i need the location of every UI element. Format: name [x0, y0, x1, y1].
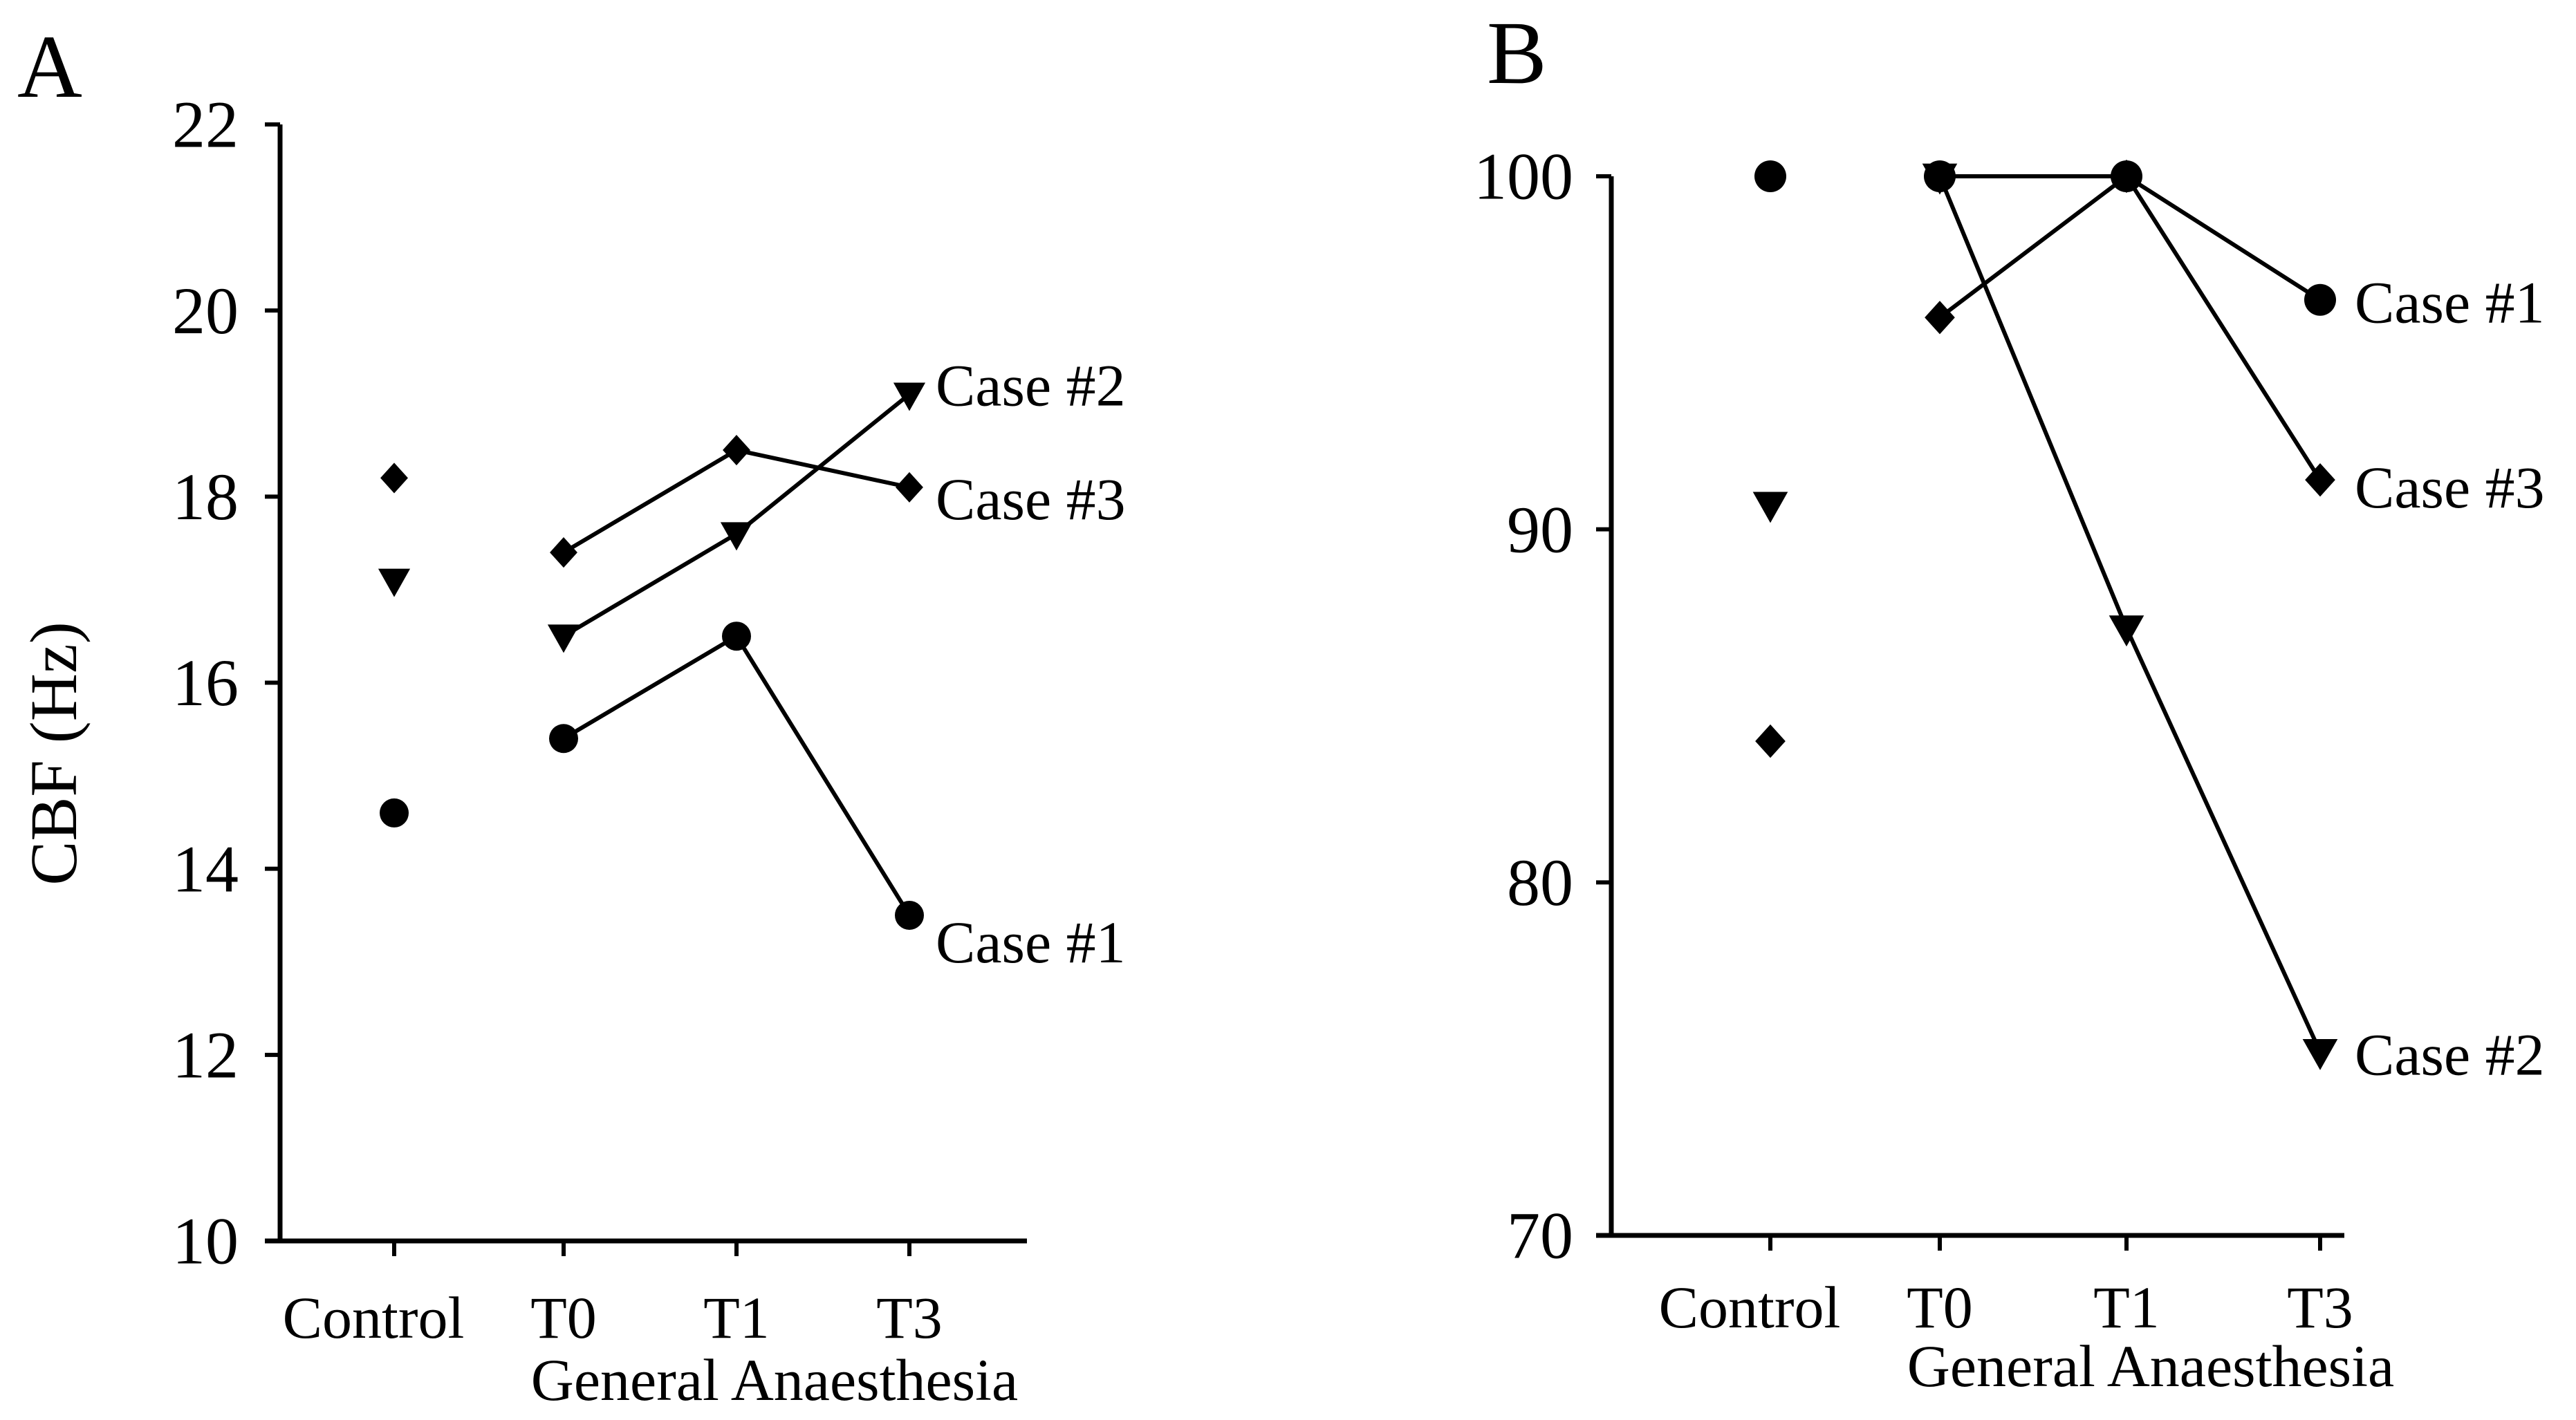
- panel-b-data-point: [2304, 283, 2336, 316]
- panel-a-data-point: [550, 537, 577, 568]
- panel-b-series-label: Case #3: [2355, 454, 2545, 521]
- panel-a-y-tick-label: 10: [172, 1204, 239, 1278]
- panel-b-control-point: [1752, 492, 1788, 523]
- panel-b-data-point: [2111, 159, 2142, 194]
- panel-a-y-axis-title: CBF (Hz): [17, 622, 91, 885]
- panel-a-data-point: [896, 471, 923, 503]
- panel-b-y-tick-label: 90: [1507, 492, 1573, 566]
- panel-a-control-point: [378, 568, 411, 597]
- panel-b-x-tick-label: T0: [1907, 1274, 1973, 1340]
- panel-b-x-axis-title: General Anaesthesia: [1907, 1333, 2394, 1399]
- panel-b-x-tick-label: T3: [2287, 1274, 2353, 1340]
- panel-a-x-tick-label: T3: [876, 1284, 943, 1351]
- panel-a-data-point: [547, 624, 580, 653]
- panel-a-data-point: [549, 724, 578, 754]
- panel-a-control-point: [380, 798, 409, 828]
- panel-b-y-tick-label: 70: [1507, 1199, 1573, 1273]
- panel-a-label: A: [17, 17, 82, 117]
- panel-a-series-line: [562, 633, 911, 917]
- panel-b-control-point: [1754, 160, 1786, 192]
- panel-a-x-tick-label: Control: [283, 1284, 465, 1351]
- panel-b-series-line: [1938, 173, 2322, 481]
- panel-b-data-point: [2109, 615, 2144, 647]
- panel-b-series-label: Case #1: [2355, 270, 2545, 336]
- panel-a-y-tick-label: 16: [172, 646, 239, 720]
- panel-b-data-point: [2305, 463, 2335, 497]
- panel-a-series-label: Case #1: [936, 909, 1126, 975]
- panel-a: A CBF (Hz) General Anaesthesia 10 12 14 16 1…: [17, 17, 1126, 1413]
- panel-b-data-point: [1925, 301, 1955, 335]
- panel-a-series-line: [562, 392, 911, 638]
- panel-a-x-tick-label: T0: [530, 1284, 597, 1351]
- panel-b-y-tick-label: 80: [1507, 846, 1573, 919]
- panel-b-series-line: [1938, 175, 2322, 1053]
- panel-b: B General Anaesthesia 70 80 90 100 Control T0…: [1474, 3, 2545, 1399]
- panel-a-series-label: Case #3: [936, 466, 1126, 532]
- panel-b-data-point: [1922, 163, 1958, 195]
- panel-a-y-tick-label: 14: [172, 832, 239, 906]
- panel-b-y-tick-label: 100: [1474, 140, 1573, 214]
- panel-a-y-tick-label: 18: [172, 460, 239, 534]
- panel-a-series-label: Case #2: [936, 352, 1126, 418]
- panel-a-x-axis-title: General Anaesthesia: [531, 1347, 1018, 1413]
- panel-b-data-point: [2302, 1039, 2338, 1070]
- panel-a-x-tick-label: T1: [703, 1284, 770, 1351]
- panel-a-y-tick-label: 20: [172, 274, 239, 348]
- panel-b-series-line: [1940, 174, 2322, 302]
- panel-a-data-point: [895, 900, 924, 930]
- panel-a-data-point: [893, 382, 926, 411]
- panel-a-y-tick-label: 12: [172, 1018, 239, 1092]
- panel-b-control-point: [1755, 724, 1786, 758]
- panel-b-label: B: [1487, 3, 1547, 103]
- panel-a-data-point: [723, 434, 750, 466]
- panel-b-series-label: Case #2: [2355, 1021, 2545, 1087]
- panel-b-x-tick-label: Control: [1659, 1274, 1841, 1340]
- panel-a-data-point: [722, 622, 751, 651]
- panel-a-control-point: [380, 463, 408, 494]
- panel-a-y-tick-label: 22: [172, 88, 239, 162]
- panel-b-x-tick-label: T1: [2093, 1274, 2160, 1340]
- panel-a-data-point: [720, 522, 753, 551]
